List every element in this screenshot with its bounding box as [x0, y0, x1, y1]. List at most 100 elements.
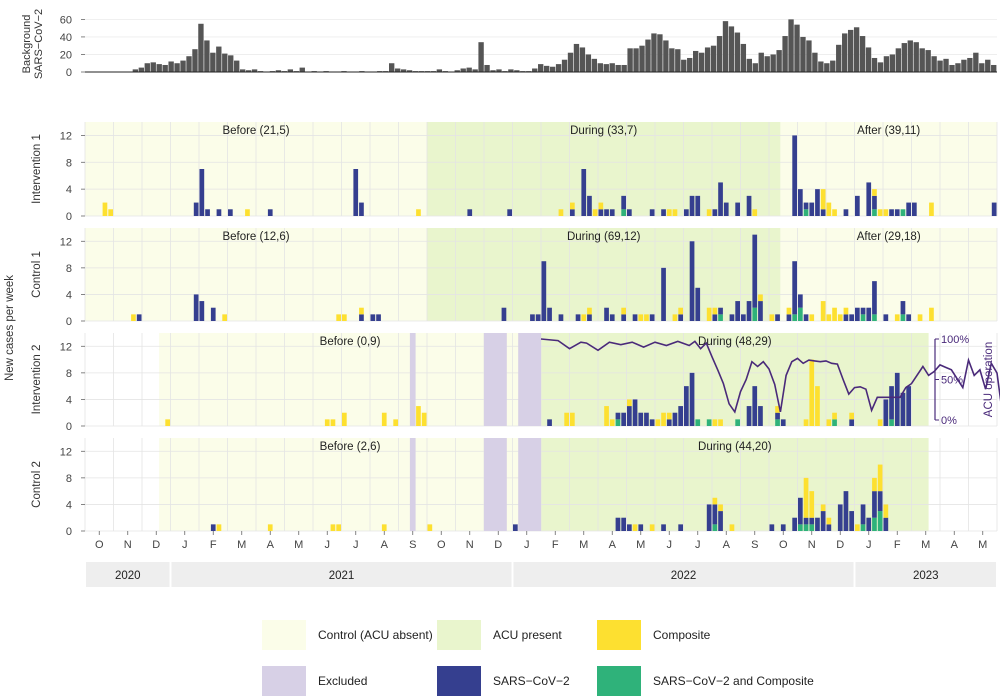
case-bar-sars	[644, 412, 649, 426]
case-bar-sars	[210, 307, 216, 321]
panel-ylabel: Intervention 1	[31, 134, 43, 204]
case-bar-sars	[581, 169, 587, 216]
case-bar-composite	[558, 209, 564, 216]
case-bar-sars	[723, 202, 729, 216]
case-bar-sars	[370, 314, 376, 321]
background-bar	[907, 40, 913, 72]
case-bar-sars	[621, 517, 626, 531]
case-bar-composite	[216, 524, 222, 531]
case-bar-both	[706, 419, 712, 426]
case-bar-composite	[661, 412, 666, 426]
case-bar-composite	[381, 412, 387, 426]
case-bar-sars	[666, 419, 672, 426]
case-bar-sars	[718, 182, 723, 216]
case-bar-sars	[712, 504, 718, 525]
background-bar	[758, 52, 764, 72]
case-bar-composite	[342, 412, 347, 426]
background-bar	[746, 58, 753, 72]
case-bar-composite	[570, 202, 575, 210]
case-bar-composite	[917, 314, 923, 321]
x-tick-label: J	[695, 539, 701, 551]
legend-swatch-sars	[437, 666, 481, 696]
background-bar	[168, 61, 174, 72]
year-strip	[86, 562, 170, 587]
legend-item-control: Control (ACU absent)	[262, 620, 433, 650]
background-bar	[925, 50, 931, 72]
case-bar-composite	[666, 412, 672, 420]
y-tick-label: 60	[60, 14, 72, 26]
period-background-control	[159, 333, 541, 426]
case-bar-sars	[991, 202, 997, 216]
x-tick-label: O	[437, 539, 446, 551]
case-bar-sars	[615, 412, 621, 420]
case-bar-composite	[712, 307, 718, 315]
y-tick-label: 0	[66, 316, 72, 328]
year-strip	[513, 562, 854, 587]
case-bar-sars	[912, 202, 917, 216]
case-bar-sars	[587, 195, 592, 216]
case-bar-composite	[775, 406, 780, 413]
case-bar-sars	[684, 386, 689, 426]
background-bar	[192, 49, 198, 72]
x-tick-label: D	[494, 539, 502, 551]
background-bar	[210, 52, 216, 72]
case-bar-both	[872, 517, 877, 531]
x-tick-label: N	[466, 539, 474, 551]
case-bar-both	[900, 314, 906, 321]
background-bar	[919, 48, 925, 72]
case-bar-sars	[735, 301, 740, 321]
common-y-axis-label: New cases per week	[4, 275, 16, 381]
case-bar-composite	[592, 209, 598, 216]
background-bar	[484, 64, 490, 72]
case-bar-composite	[655, 419, 661, 426]
background-bar	[538, 64, 544, 72]
case-bar-sars	[906, 386, 911, 426]
background-bar	[633, 48, 639, 72]
background-bar	[222, 53, 228, 72]
case-bar-sars	[615, 517, 621, 531]
case-bar-sars	[530, 314, 535, 321]
case-bar-composite	[108, 209, 113, 216]
case-bar-composite	[809, 491, 815, 518]
case-bar-sars	[638, 524, 644, 531]
background-bar	[728, 26, 735, 72]
background-bar	[478, 42, 484, 72]
case-bar-composite	[883, 504, 889, 518]
background-bar	[162, 64, 168, 72]
case-bar-sars	[855, 195, 860, 216]
case-bar-composite	[929, 307, 934, 321]
case-bar-sars	[575, 314, 581, 321]
case-bar-composite	[706, 209, 712, 216]
case-bar-sars	[798, 189, 803, 216]
case-bar-composite	[826, 202, 832, 216]
x-tick-label: A	[267, 539, 275, 551]
background-bar	[979, 63, 985, 72]
background-bar	[543, 65, 550, 72]
case-bar-composite	[877, 464, 883, 492]
case-bar-sars	[689, 372, 695, 426]
background-bar	[138, 67, 145, 72]
background-bar	[859, 36, 866, 72]
y-tick-label: 0	[66, 211, 72, 223]
case-bar-sars	[843, 209, 849, 216]
legend-label: SARS−CoV−2	[493, 674, 570, 688]
case-bar-sars	[872, 491, 877, 518]
case-bar-composite	[102, 202, 108, 216]
case-bar-sars	[649, 209, 655, 216]
legend-item-both: SARS−CoV−2 and Composite	[597, 666, 814, 696]
background-bar	[973, 52, 979, 72]
case-bar-both	[809, 524, 815, 531]
background-bar	[764, 56, 770, 72]
legend-swatch-acu	[437, 620, 481, 650]
background-bar	[788, 19, 794, 73]
background-bar	[615, 64, 621, 72]
case-bar-sars	[627, 524, 632, 531]
case-bar-sars	[627, 406, 632, 426]
background-bar	[889, 54, 896, 72]
background-bar	[842, 33, 848, 72]
legend-label: Excluded	[318, 674, 368, 688]
background-bar	[228, 55, 234, 72]
case-bar-sars	[541, 261, 547, 321]
background-bar	[216, 46, 222, 72]
case-bar-sars	[792, 517, 797, 531]
